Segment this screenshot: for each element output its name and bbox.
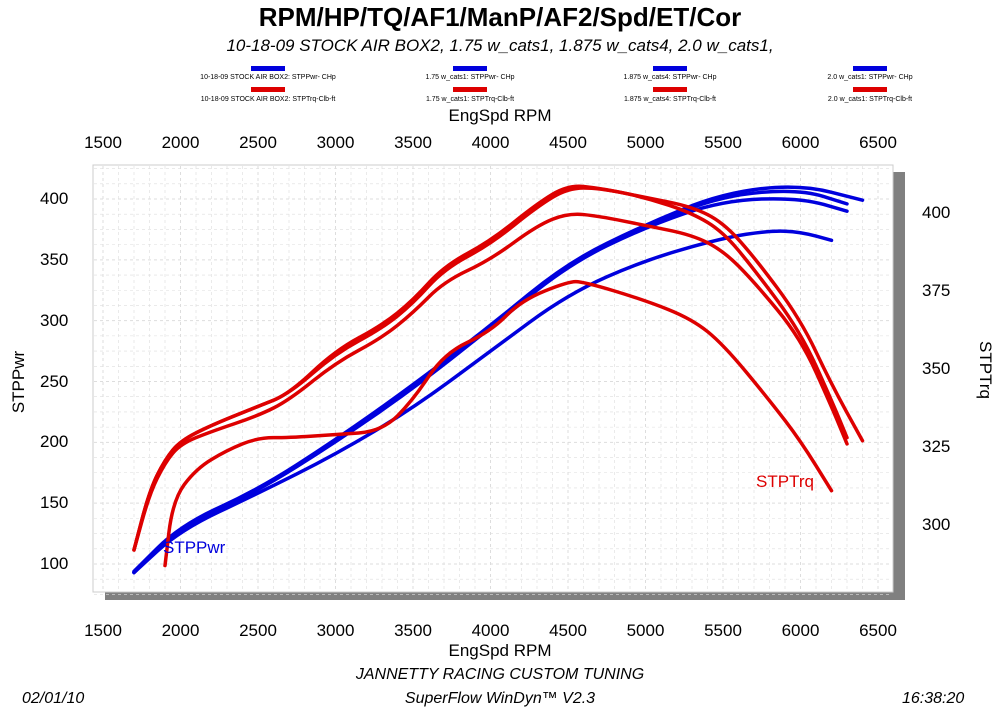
x-tick-label-bottom: 5000 [626, 621, 665, 640]
legend-item-power: 10-18-09 STOCK AIR BOX2: STPPwr- CHp [200, 74, 336, 81]
legend-swatch-power [453, 66, 487, 71]
x-tick-label-bottom: 3000 [316, 621, 355, 640]
x-tick-label-top: 5000 [626, 133, 665, 152]
y-tick-label: 200 [40, 432, 69, 452]
x-tick-label-top: 2000 [161, 133, 200, 152]
plot-shadow-right [893, 172, 905, 600]
y2-tick-label: 375 [922, 281, 951, 300]
x-axis-top-label: EngSpd RPM [448, 106, 552, 125]
x-tick-label-top: 6500 [859, 133, 897, 152]
plot-frame [92, 164, 894, 593]
legend-item-power: 1.75 w_cats1: STPPwr- CHp [425, 74, 515, 81]
legend-swatch-power [251, 66, 285, 71]
y2-tick-label: 300 [922, 515, 951, 534]
x-tick-label-top: 4000 [471, 133, 510, 152]
torque-line [132, 186, 865, 552]
x-tick-label-bottom: 2000 [161, 621, 200, 640]
legend-swatch-power [653, 66, 687, 71]
footer-time: 16:38:20 [902, 690, 965, 707]
legend-swatch-power [853, 66, 887, 71]
chart-title: RPM/HP/TQ/AF1/ManP/AF2/Spd/ET/Cor [258, 2, 742, 32]
legend-swatch-torque [653, 87, 687, 92]
x-tick-label-top: 3500 [394, 133, 432, 152]
x-tick-label-bottom: 6000 [781, 621, 820, 640]
legend-item-torque: 2.0 w_cats1: STPTrq-Clb-ft [827, 96, 913, 103]
footer-company: JANNETTY RACING CUSTOM TUNING [355, 666, 645, 683]
y-tick-label: 100 [40, 554, 69, 573]
x-tick-label-bottom: 4500 [549, 621, 587, 640]
legend-item-torque: 1.875 w_cats4: STPTrq-Clb-ft [624, 96, 716, 103]
y2-tick-label: 325 [922, 437, 951, 456]
legend-swatch-torque [853, 87, 887, 92]
x-tick-label-bottom: 1500 [84, 621, 122, 640]
x-tick-label-top: 1500 [84, 133, 122, 152]
power-line [132, 185, 865, 574]
x-tick-label-bottom: 4000 [471, 621, 510, 640]
x-tick-label-bottom: 6500 [859, 621, 897, 640]
x-tick-label-top: 6000 [781, 133, 820, 152]
torque-line [132, 212, 849, 552]
legend-swatch-torque [251, 87, 285, 92]
torque-line [163, 279, 834, 568]
y-tick-label: 150 [40, 493, 69, 513]
y2-tick-label: 400 [922, 203, 951, 222]
x-tick-label-bottom: 2500 [239, 621, 277, 640]
legend-swatch-torque [453, 87, 487, 92]
y-tick-label: 400 [40, 189, 69, 208]
x-tick-label-top: 5500 [704, 133, 742, 152]
plot-shadow-bottom [105, 592, 905, 600]
legend-item-power: 2.0 w_cats1: STPPwr- CHp [827, 74, 913, 81]
x-tick-label-top: 4500 [549, 133, 587, 152]
legend-item-power: 1.875 w_cats4: STPPwr- CHp [623, 74, 717, 81]
torque-annotation: STPTrq [756, 472, 814, 491]
x-tick-label-top: 2500 [239, 133, 277, 152]
footer-date: 02/01/10 [22, 690, 85, 707]
y2-tick-label: 350 [922, 359, 951, 378]
power-line [132, 229, 834, 575]
chart-subtitle: 10-18-09 STOCK AIR BOX2, 1.75 w_cats1, 1… [226, 36, 774, 55]
x-tick-label-bottom: 5500 [704, 621, 742, 640]
footer-software: SuperFlow WinDyn™ V2.3 [404, 690, 596, 707]
x-axis-bottom-label: EngSpd RPM [448, 641, 552, 660]
x-tick-label-bottom: 3500 [394, 621, 432, 640]
y-tick-label: 300 [40, 310, 69, 330]
power-annotation: STPPwr [163, 538, 226, 557]
x-tick-label-top: 3000 [316, 133, 355, 152]
legend-item-torque: 10-18-09 STOCK AIR BOX2: STPTrq-Clb-ft [200, 96, 336, 103]
legend-item-torque: 1.75 w_cats1: STPTrq-Clb-ft [425, 96, 515, 103]
y-tick-label: 250 [40, 371, 69, 391]
y-tick-label: 350 [40, 249, 69, 269]
